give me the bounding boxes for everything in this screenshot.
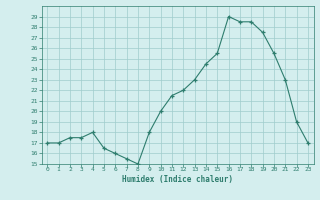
X-axis label: Humidex (Indice chaleur): Humidex (Indice chaleur) (122, 175, 233, 184)
